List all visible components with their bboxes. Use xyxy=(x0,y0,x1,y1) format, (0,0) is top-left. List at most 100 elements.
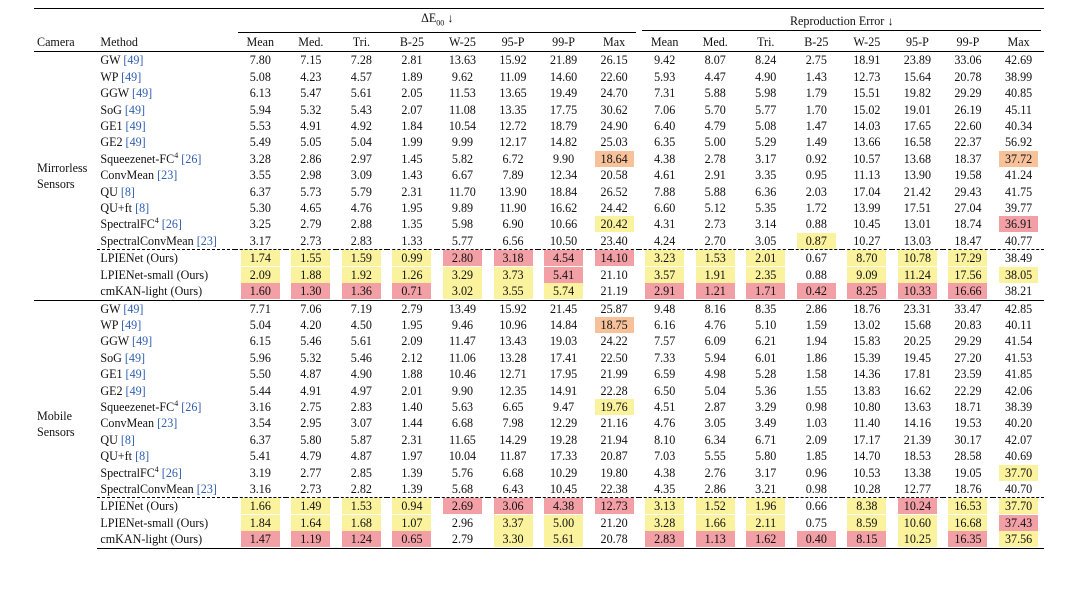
value-text: 14.60 xyxy=(549,69,578,84)
value-text: 4.54 xyxy=(544,250,584,267)
value-cell: 10.33 xyxy=(892,283,943,300)
citation-link[interactable]: [23] xyxy=(157,168,178,183)
value-cell: 12.73 xyxy=(588,497,640,515)
citation-link[interactable]: [8] xyxy=(120,184,135,199)
value-cell: 5.46 xyxy=(336,350,387,366)
value-cell: 5.29 xyxy=(741,134,792,150)
value-text: 15.83 xyxy=(853,334,881,349)
citation-link[interactable]: [49] xyxy=(124,102,146,117)
citation-link[interactable]: [49] xyxy=(123,301,144,316)
citation-link[interactable]: [49] xyxy=(132,334,153,349)
value-cell: 12.71 xyxy=(488,366,539,382)
value-text: 13.90 xyxy=(499,184,527,199)
value-text: 5.61 xyxy=(350,334,372,349)
citation-link[interactable]: [8] xyxy=(135,201,150,216)
citation-link[interactable]: [23] xyxy=(196,481,217,496)
citation-link[interactable]: [49] xyxy=(125,119,146,134)
method-cell: SpectralConvMean [23] xyxy=(97,233,235,250)
citation-link[interactable]: [49] xyxy=(125,135,146,150)
value-cell: 21.45 xyxy=(538,299,589,317)
value-cell: 13.83 xyxy=(842,383,893,399)
value-cell: 3.16 xyxy=(235,399,286,415)
value-text: 17.81 xyxy=(903,367,932,382)
value-text: 0.92 xyxy=(805,151,827,166)
value-cell: 11.65 xyxy=(437,432,488,448)
value-text: 12.34 xyxy=(549,168,578,183)
value-text: 2.86 xyxy=(805,301,827,316)
value-text: 9.90 xyxy=(451,383,474,398)
citation-link[interactable]: [26] xyxy=(181,151,202,166)
value-cell: 5.88 xyxy=(690,85,741,101)
value-text: 5.46 xyxy=(300,334,322,349)
citation-link[interactable]: [49] xyxy=(123,53,144,68)
value-cell: 0.71 xyxy=(387,283,438,300)
value-text: 5.43 xyxy=(350,102,372,117)
value-text: 10.29 xyxy=(549,465,578,480)
value-text: 5.77 xyxy=(451,233,474,248)
value-cell: 40.20 xyxy=(993,415,1044,431)
value-text: 6.21 xyxy=(755,334,777,349)
camera-cell: Mobile Sensors xyxy=(34,299,98,549)
table-row: GE2 [49] 5.44 4.91 4.97 2.01 9.90 12.35 14.91 22… xyxy=(34,383,1044,399)
value-text: 15.02 xyxy=(853,102,881,117)
citation-link[interactable]: [49] xyxy=(125,367,146,382)
value-cell: 21.10 xyxy=(589,267,640,283)
value-cell: 1.85 xyxy=(791,448,842,464)
value-text: 2.05 xyxy=(401,86,423,101)
value-text: 3.14 xyxy=(755,217,777,232)
value-cell: 3.28 xyxy=(639,514,690,531)
value-text: 1.99 xyxy=(401,135,423,150)
citation-link[interactable]: [49] xyxy=(121,69,142,84)
value-text: 0.88 xyxy=(805,217,827,232)
citation-link[interactable]: [26] xyxy=(181,399,202,414)
value-text: 5.88 xyxy=(704,184,726,199)
value-cell: 40.34 xyxy=(993,118,1044,134)
value-cell: 7.28 xyxy=(336,51,387,69)
value-cell: 23.40 xyxy=(589,233,640,250)
value-cell: 3.18 xyxy=(487,249,539,267)
method-cell: Squeezenet-FC4 [26] xyxy=(97,151,235,167)
value-cell: 4.90 xyxy=(741,69,792,85)
value-text: 27.20 xyxy=(954,350,982,365)
citation-link[interactable]: [26] xyxy=(161,217,182,232)
value-text: 8.59 xyxy=(847,514,887,531)
value-text: 3.17 xyxy=(755,465,777,480)
value-cell: 8.35 xyxy=(740,299,792,317)
value-text: 38.99 xyxy=(1005,69,1033,84)
value-cell: 6.16 xyxy=(639,317,690,333)
value-text: 3.28 xyxy=(645,514,685,531)
value-text: 2.78 xyxy=(704,151,726,166)
citation-link[interactable]: [23] xyxy=(196,233,217,248)
value-text: 5.94 xyxy=(249,102,271,117)
value-cell: 1.39 xyxy=(387,481,438,498)
value-cell: 6.37 xyxy=(235,184,286,200)
method-name: LPIENet (Ours) xyxy=(100,499,178,514)
value-text: 16.66 xyxy=(948,283,988,300)
value-text: 7.28 xyxy=(350,53,372,68)
method-name: WP xyxy=(100,69,119,84)
value-text: 1.55 xyxy=(291,250,331,267)
value-text: 3.49 xyxy=(755,416,777,431)
citation-link[interactable]: [49] xyxy=(125,383,146,398)
citation-link[interactable]: [49] xyxy=(124,350,146,365)
value-cell: 20.42 xyxy=(589,216,640,233)
value-text: 18.75 xyxy=(594,316,634,333)
value-cell: 7.89 xyxy=(488,167,539,183)
value-text: 13.49 xyxy=(448,301,477,316)
citation-link[interactable]: [49] xyxy=(121,317,142,332)
value-text: 15.64 xyxy=(903,69,932,84)
citation-link[interactable]: [26] xyxy=(161,465,182,480)
value-cell: 0.66 xyxy=(791,497,842,515)
value-cell: 2.09 xyxy=(235,266,286,283)
value-cell: 6.09 xyxy=(690,333,741,349)
citation-link[interactable]: [8] xyxy=(135,449,150,464)
method-name: SpectralFC xyxy=(100,465,155,480)
citation-link[interactable]: [8] xyxy=(120,432,135,447)
value-text: 24.70 xyxy=(600,86,628,101)
value-cell: 21.42 xyxy=(892,184,943,200)
citation-link[interactable]: [49] xyxy=(132,86,153,101)
value-cell: 2.80 xyxy=(437,249,488,267)
value-cell: 10.96 xyxy=(488,317,539,333)
citation-link[interactable]: [23] xyxy=(157,416,178,431)
table-row: LPIENet-small (Ours) 2.09 1.88 1.92 1.26 3.29… xyxy=(34,266,1044,283)
